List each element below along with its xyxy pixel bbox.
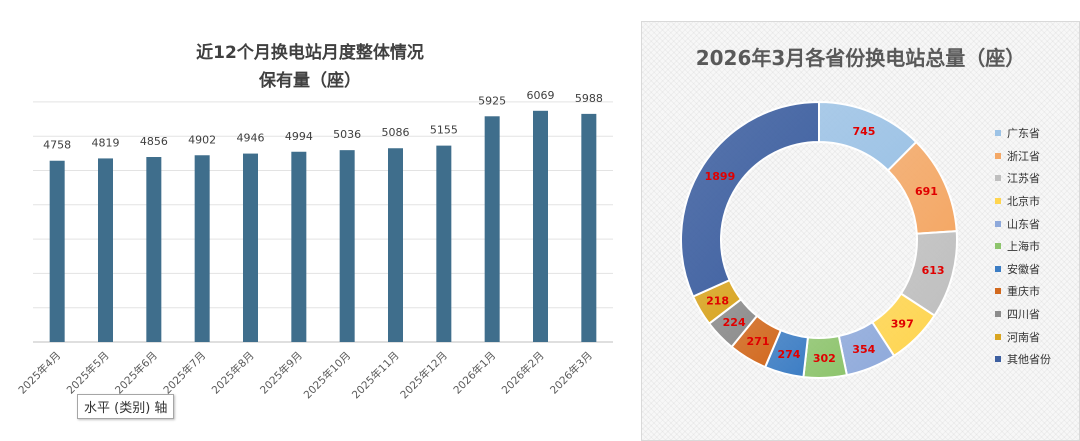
legend-swatch [995,356,1001,363]
x-tick-label: 2025年11月 [349,349,401,401]
x-tick-label: 2025年4月 [16,349,64,397]
slice-value-label: 224 [723,316,746,329]
bar-chart-title: 近12个月换电站月度整体情况 [196,43,424,63]
slice-value-label: 302 [813,352,836,365]
bar-value-label: 5036 [333,128,361,141]
slice-value-label: 745 [852,125,875,138]
x-tick-label: 2025年7月 [161,349,209,397]
slice-value-label: 1899 [705,170,736,183]
x-tick-label: 2025年6月 [112,349,160,397]
legend-swatch [995,288,1001,295]
legend-swatch [995,130,1001,137]
legend-swatch [995,152,1001,159]
bar-chart-plot: 4758 2025年4月 4819 2025年5月 4856 2025年6月 4902 202… [16,89,613,401]
legend-item: 北京市 [995,190,1075,213]
donut-chart-title: 2026年3月各省份换电站总量（座） [695,46,1026,70]
legend-label: 河南省 [1007,330,1040,344]
x-tick-label: 2025年10月 [301,349,353,401]
bar-value-label: 4856 [140,135,168,148]
axis-tooltip: 水平 (类别) 轴 [77,394,175,419]
legend-label: 其他省份 [1007,353,1051,367]
bar [388,148,403,342]
legend-swatch [995,311,1001,318]
x-tick-label: 2025年9月 [257,349,305,397]
legend-item: 河南省 [995,325,1075,348]
bar-value-label: 4902 [188,133,216,146]
legend-item: 广东省 [995,122,1075,145]
bar-value-label: 4758 [43,139,71,152]
x-tick-label: 2026年3月 [547,349,595,397]
legend-label: 安徽省 [1007,262,1040,276]
bar-value-label: 5155 [430,124,458,137]
slice-value-label: 397 [891,318,914,331]
slice-value-label: 354 [852,343,875,356]
slice-value-label: 691 [915,185,938,198]
legend-label: 北京市 [1007,195,1040,209]
bar-chart-subtitle: 保有量（座） [259,71,361,91]
legend-item: 上海市 [995,235,1075,258]
legend-swatch [995,220,1001,227]
x-tick-label: 2025年8月 [209,349,257,397]
legend-swatch [995,333,1001,340]
legend-label: 山东省 [1007,217,1040,231]
bar [484,116,500,343]
bar-value-label: 5988 [575,92,603,105]
legend-label: 重庆市 [1007,285,1040,299]
legend-swatch [995,198,1001,205]
legend-item: 重庆市 [995,280,1075,303]
bar [291,151,307,342]
bar [581,113,597,342]
bar [339,150,355,342]
legend-label: 浙江省 [1007,149,1040,163]
legend-label: 广东省 [1007,127,1040,141]
x-tick-label: 2025年5月 [64,349,112,397]
legend-item: 浙江省 [995,145,1075,168]
legend-label: 上海市 [1007,240,1040,254]
legend-swatch [995,265,1001,272]
slice-value-label: 271 [747,335,770,348]
bar [146,157,162,342]
bar-value-label: 4819 [92,136,120,149]
bar-value-label: 4994 [285,130,313,143]
legend-item: 其他省份 [995,348,1075,371]
x-tick-label: 2025年12月 [398,349,450,401]
slice-value-label: 274 [778,348,801,361]
bar-chart-panel: 近12个月换电站月度整体情况 保有量（座） 4758 2025年4月 4819 202… [15,43,613,419]
slice-value-label: 218 [706,294,729,307]
bar [243,153,258,342]
bar [98,158,113,342]
x-tick-label: 2026年1月 [451,349,499,397]
legend-item: 江苏省 [995,167,1075,190]
legend-item: 山东省 [995,212,1075,235]
legend-item: 四川省 [995,303,1075,326]
legend-swatch [995,243,1001,250]
donut-legend: 广东省浙江省江苏省北京市山东省上海市安徽省重庆市四川省河南省其他省份 [995,122,1075,371]
bar-value-label: 4946 [237,132,265,145]
bar-value-label: 5086 [382,126,410,139]
donut-chart-panel: 2026年3月各省份换电站总量（座） 745 691 613 397 354 302 274… [641,21,1080,441]
bar [194,155,210,342]
bar-value-label: 5925 [478,94,506,107]
bar-value-label: 6069 [527,89,555,102]
x-tick-label: 2026年2月 [499,349,547,397]
legend-label: 江苏省 [1007,172,1040,186]
bar [49,160,65,342]
bar [436,145,452,342]
slice-value-label: 613 [922,264,945,277]
bar [533,110,548,342]
legend-label: 四川省 [1007,308,1040,322]
legend-swatch [995,175,1001,182]
legend-item: 安徽省 [995,258,1075,281]
donut-slice [680,100,820,298]
